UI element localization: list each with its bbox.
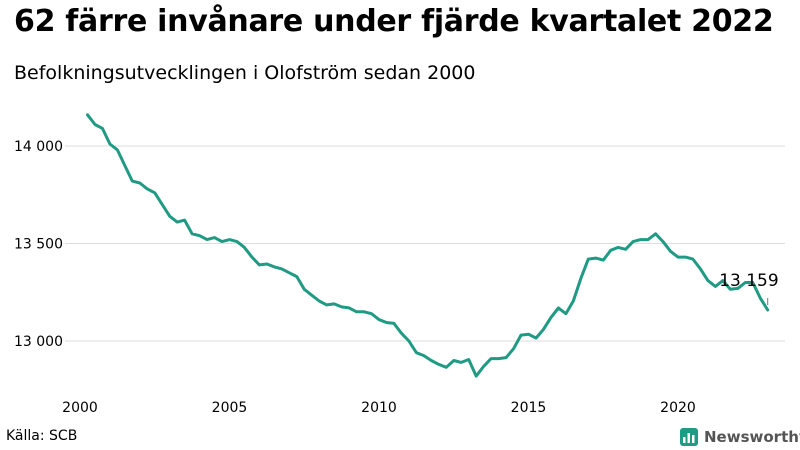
y-axis-ticks: 13 000 13 500 14 000 xyxy=(14,139,63,350)
x-tick-label: 2010 xyxy=(361,400,397,416)
x-axis-ticks: 2000 2005 2010 2015 2020 xyxy=(62,400,696,416)
chart-subtitle: Befolkningsutvecklingen i Olofström seda… xyxy=(14,62,476,84)
x-tick-label: 2015 xyxy=(511,400,547,416)
series-layer xyxy=(86,113,770,378)
gridlines xyxy=(65,145,785,342)
source-note: Källa: SCB xyxy=(6,428,78,444)
y-tick-label: 13 500 xyxy=(14,237,63,253)
annotation-layer: 13 159 xyxy=(719,271,779,305)
brand-name: Newsworthy xyxy=(704,428,800,446)
x-tick-label: 2000 xyxy=(62,400,98,416)
y-tick-label: 14 000 xyxy=(14,139,63,155)
brand-logo[interactable]: Newsworthy xyxy=(680,428,800,446)
end-value-label: 13 159 xyxy=(719,271,778,291)
y-tick-label: 13 000 xyxy=(14,334,63,350)
bar-chart-logo-icon xyxy=(680,428,698,446)
x-tick-label: 2020 xyxy=(660,400,696,416)
chart-title: 62 färre invånare under fjärde kvartalet… xyxy=(14,4,774,39)
x-tick-label: 2005 xyxy=(212,400,248,416)
series-line xyxy=(86,113,770,378)
